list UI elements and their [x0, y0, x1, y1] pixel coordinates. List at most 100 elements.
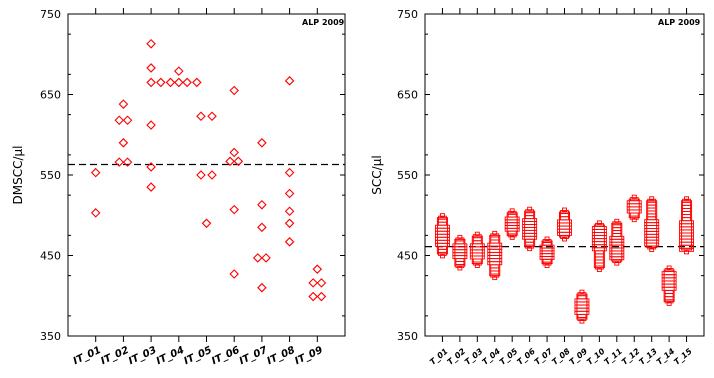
x-tick-label: T_12: [620, 346, 642, 366]
data-point: [146, 162, 156, 172]
data-point: [544, 264, 550, 268]
data-cluster: [628, 198, 640, 219]
data-point: [542, 261, 552, 266]
x-tick-label: T_13: [637, 346, 659, 366]
data-point: [174, 66, 184, 76]
data-point: [225, 156, 235, 167]
data-point: [596, 268, 602, 273]
data-point: [664, 290, 674, 294]
y-tick-label: 650: [397, 89, 418, 102]
x-tick-label: IT_08: [266, 345, 297, 367]
chart-dmscc: DMSCC/µl ALP 2009 350450550650750IT_01IT…: [11, 8, 346, 367]
data-cluster: [541, 240, 553, 265]
x-tick-label: T_14: [655, 346, 677, 366]
data-point: [647, 245, 657, 250]
data-point: [629, 215, 639, 220]
data-point: [594, 253, 604, 258]
data-point: [577, 314, 587, 318]
data-point: [312, 264, 323, 274]
data-point: [664, 296, 674, 301]
x-tick-label: T_04: [480, 346, 502, 366]
data-point: [490, 264, 500, 269]
data-cluster: [576, 293, 588, 320]
data-point: [474, 231, 480, 236]
data-point: [490, 267, 500, 272]
data-point: [196, 170, 206, 180]
data-point: [560, 216, 569, 221]
data-point: [122, 157, 133, 167]
data-points: [90, 39, 327, 302]
data-point: [261, 253, 271, 263]
data-point: [182, 77, 192, 88]
x-tick-label: T_09: [568, 346, 590, 366]
x-tick-label: T_01: [428, 347, 450, 367]
data-cluster: [506, 212, 518, 236]
data-point: [437, 221, 447, 226]
x-tick-label: T_03: [463, 346, 485, 366]
data-point: [682, 217, 692, 222]
data-point: [562, 207, 567, 212]
x-tick-label: IT_07: [238, 345, 269, 367]
chart-annotation: ALP 2009: [302, 18, 345, 27]
data-point: [308, 278, 318, 288]
data-point: [509, 208, 515, 213]
data-point: [201, 218, 212, 229]
data-point: [579, 319, 585, 324]
x-tick-label: IT_09: [293, 345, 324, 367]
data-point: [649, 247, 655, 252]
y-tick-label: 750: [40, 8, 61, 21]
data-point: [594, 262, 604, 267]
data-point: [490, 273, 500, 278]
data-point: [146, 120, 156, 130]
x-tick-label: T_08: [550, 346, 572, 366]
data-point: [666, 265, 672, 270]
data-point: [316, 278, 327, 288]
data-point: [257, 282, 267, 293]
data-point: [527, 206, 533, 211]
data-point: [594, 259, 604, 264]
y-tick-label: 350: [397, 330, 418, 343]
y-tick-label: 550: [397, 169, 418, 182]
x-tick-label: IT_03: [127, 345, 158, 367]
x-tick-label: IT_06: [210, 345, 241, 367]
data-point: [577, 317, 587, 322]
data-point: [684, 196, 690, 201]
data-point: [507, 233, 517, 238]
data-point: [560, 235, 569, 239]
x-tick-label: T_05: [498, 346, 520, 366]
data-point: [114, 157, 125, 167]
x-tick-label: IT_01: [72, 345, 103, 367]
data-point: [437, 248, 447, 253]
data-point: [257, 200, 267, 210]
data-point: [472, 240, 482, 245]
data-point: [118, 99, 129, 109]
data-point: [90, 208, 101, 218]
data-point: [439, 213, 445, 218]
axes: 350450550650750T_01T_02T_03T_04T_05T_06T…: [397, 8, 704, 367]
data-cluster: [436, 217, 448, 255]
data-point: [472, 261, 482, 266]
data-point: [316, 291, 327, 302]
data-point: [509, 235, 515, 240]
x-tick-label: T_11: [603, 347, 625, 367]
data-cluster: [663, 269, 675, 302]
data-point: [682, 201, 692, 206]
data-point: [666, 301, 672, 306]
data-point: [472, 237, 482, 242]
data-point: [594, 256, 604, 261]
data-point: [614, 261, 620, 266]
data-point: [579, 289, 585, 294]
data-point: [682, 214, 692, 219]
x-tick-label: IT_04: [155, 345, 186, 367]
data-point: [284, 237, 295, 247]
y-tick-label: 750: [397, 8, 418, 21]
data-point: [437, 245, 447, 250]
data-point: [682, 211, 692, 215]
y-axis-title: SCC/µl: [370, 155, 384, 194]
data-point: [257, 138, 267, 148]
y-tick-label: 550: [40, 169, 61, 182]
data-point: [679, 247, 695, 252]
data-point: [146, 39, 156, 49]
y-tick-label: 450: [40, 250, 61, 263]
data-point: [612, 259, 622, 264]
